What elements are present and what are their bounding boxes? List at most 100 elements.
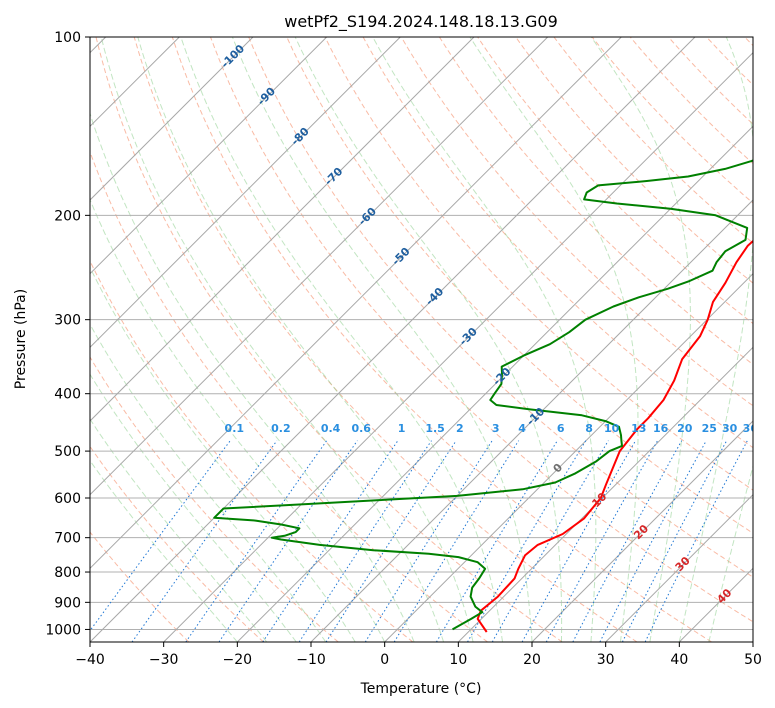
y-tick-label: 400: [54, 387, 81, 403]
moist-adiabat: [137, 37, 474, 642]
moist-adiabat: [90, 373, 297, 642]
x-tick-label: 30: [597, 652, 615, 668]
moist-adiabat: [90, 111, 415, 642]
dry-adiabat: [90, 531, 190, 642]
isotherms: [90, 37, 753, 642]
x-tick-label: −40: [75, 652, 105, 668]
moist-adiabat: [231, 37, 533, 642]
mixing-ratio-label: 6: [557, 422, 565, 435]
mixing-ratio-label: 25: [702, 422, 717, 435]
mixing-ratio-label: 2: [456, 422, 464, 435]
dry-adiabat: [90, 445, 264, 642]
dry-adiabat: [171, 37, 712, 642]
moist-adiabat: [180, 37, 503, 642]
dry-adiabat: [90, 356, 339, 642]
moist-adiabat: [100, 37, 445, 642]
dry-adiabat: [210, 37, 753, 623]
mixing-ratio-label: 1.5: [425, 422, 445, 435]
moist-adiabat: [90, 198, 386, 642]
temperature-line: [476, 239, 753, 633]
mixing-ratio-line: [364, 440, 493, 642]
isotherm: [90, 37, 549, 496]
mixing-ratio-line: [467, 440, 587, 642]
mixing-ratio-line: [90, 440, 231, 632]
y-tick-label: 600: [54, 491, 81, 507]
dry-adiabat: [438, 37, 753, 366]
isotherm: [605, 493, 753, 642]
isotherm: [90, 37, 475, 422]
dry-adiabat: [248, 37, 753, 578]
mixing-ratio-label: 0.6: [351, 422, 371, 435]
mixing-ratio-label: 0.4: [321, 422, 341, 435]
mixing-ratio-lines: [90, 440, 748, 642]
y-tick-label: 100: [54, 30, 81, 46]
x-tick-label: 20: [523, 652, 541, 668]
mixing-ratio-line: [521, 440, 637, 642]
dry-adiabat: [400, 37, 753, 407]
plot-frame: [89, 36, 754, 643]
mixing-ratio-label: 13: [631, 422, 646, 435]
isotherm: [90, 37, 622, 570]
mixing-ratio-line: [298, 440, 432, 642]
x-tick-label: 40: [670, 652, 688, 668]
y-tick-label: 300: [54, 313, 81, 329]
mixing-ratio-line: [545, 440, 659, 642]
moist-adiabat: [90, 418, 268, 642]
mixing-ratio-label: 16: [653, 422, 669, 435]
isotherm: [457, 346, 753, 642]
y-axis: 100 200 300 400 500 600 700 800 900 1000: [45, 30, 90, 638]
x-tick-label: −20: [223, 652, 253, 668]
isotherm: [163, 51, 753, 642]
moist-adiabat: [90, 459, 238, 642]
mixing-ratio-label: 1: [398, 422, 406, 435]
moist-adiabat: [469, 37, 639, 642]
y-axis-title: Pressure (hPa): [13, 289, 29, 389]
y-tick-label: 800: [54, 565, 81, 581]
isotherm: [90, 37, 328, 275]
mixing-ratio-line: [262, 440, 399, 642]
x-tick-label: −30: [149, 652, 179, 668]
mixing-ratio-line: [185, 440, 328, 642]
dewpoint-line: [213, 159, 753, 631]
dry-adiabat: [324, 37, 753, 491]
mixing-ratio-label: 30: [722, 422, 738, 435]
isotherm: [531, 420, 753, 642]
x-tick-label: 50: [744, 652, 762, 668]
dry-adiabat: [515, 37, 753, 284]
mixing-ratio-label: 8: [585, 422, 593, 435]
mixing-ratio-line: [572, 440, 683, 642]
isotherm: [310, 199, 753, 642]
mixing-ratio-label: 10: [604, 422, 620, 435]
mixing-ratio-line: [393, 440, 520, 642]
profile-series: [213, 159, 753, 633]
isotherm: [236, 125, 753, 642]
mixing-ratio-label: 0.1: [225, 422, 245, 435]
mixing-ratio-label: 4: [518, 422, 526, 435]
moist-adiabat: [90, 266, 356, 642]
x-axis-title: Temperature (°C): [360, 681, 482, 697]
moist-adiabat: [372, 37, 597, 642]
isotherm: [90, 37, 254, 201]
dry-adiabat: [133, 37, 638, 642]
y-tick-label: 500: [54, 444, 81, 460]
mixing-ratio-line: [325, 440, 457, 642]
mixing-ratio-label: 3: [492, 422, 500, 435]
mixing-ratio-label: 20: [677, 422, 693, 435]
y-tick-label: 1000: [45, 622, 81, 638]
moist-adiabat: [678, 37, 753, 642]
mixing-ratio-line: [644, 440, 748, 642]
x-tick-label: −10: [296, 652, 326, 668]
dry-adiabat: [95, 37, 563, 642]
y-tick-label: 900: [54, 595, 81, 611]
moist-adiabat: [90, 323, 327, 642]
mixing-ratio-label: 36: [743, 422, 759, 435]
isotherm: [90, 37, 401, 349]
chart-title: wetPf2_S194.2024.148.18.13.G09: [284, 12, 558, 32]
y-tick-label: 200: [54, 208, 81, 224]
x-tick-label: 0: [380, 652, 389, 668]
x-tick-label: 10: [449, 652, 467, 668]
dry-adiabats: [90, 37, 753, 642]
y-tick-label: 700: [54, 531, 81, 547]
